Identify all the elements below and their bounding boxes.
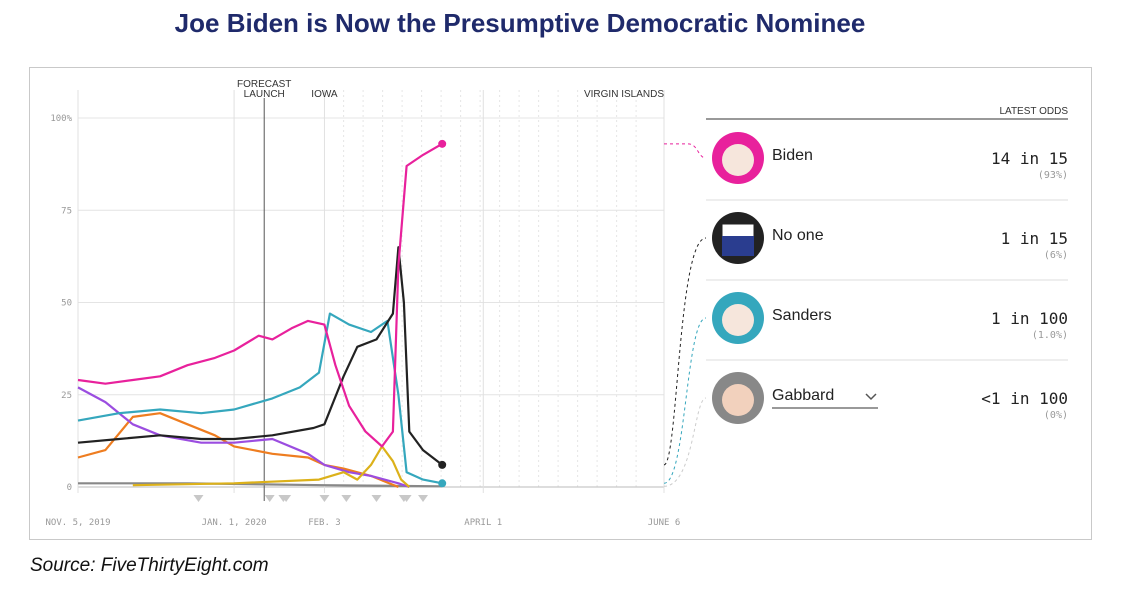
avatar-face: [722, 384, 754, 416]
chevron-down-icon[interactable]: [865, 393, 877, 401]
y-tick-label: 25: [61, 391, 72, 401]
candidate-name: Gabbard: [772, 387, 834, 404]
x-tick-label: JUNE 6: [648, 518, 681, 528]
primary-marker-icon: [418, 495, 429, 502]
series-line-bloomberg: [132, 445, 411, 488]
headline: Joe Biden is Now the Presumptive Democra…: [174, 8, 866, 38]
primary-marker-icon: [371, 495, 382, 502]
source-note: Source: FiveThirtyEight.com: [30, 555, 269, 576]
event-label: VIRGIN ISLANDS: [584, 89, 664, 100]
y-tick-label: 75: [61, 206, 72, 216]
avatar-face: [722, 144, 754, 176]
connector-no-one: [663, 237, 707, 466]
series-line-warren: [77, 386, 410, 489]
series-end-dot-sanders: [438, 479, 447, 488]
y-tick-label: 50: [61, 299, 72, 309]
forecast-panel: 100% 75 50 25 0 NOV. 5, 2019 JAN. 1, 2020 FEB. …: [29, 67, 1092, 540]
primary-marker-icon: [193, 495, 204, 502]
series-end-dot-biden: [438, 139, 447, 148]
latest-odds-label: LATEST ODDS: [999, 106, 1068, 117]
ballot-box-front: [722, 236, 754, 256]
connector-biden: [664, 143, 707, 159]
candidate-pct: (1.0%): [1032, 330, 1068, 341]
connector-gabbard: [663, 397, 707, 487]
primary-marker-icon: [264, 495, 275, 502]
candidate-pct: (93%): [1038, 170, 1068, 181]
primary-marker-icon: [401, 495, 412, 502]
series-line-no-one: [77, 246, 443, 466]
candidate-odds: 1 in 100: [991, 309, 1068, 328]
candidate-odds: 14 in 15: [991, 149, 1068, 168]
series-line-sanders: [77, 312, 443, 485]
avatar-face: [722, 304, 754, 336]
forecast-chart: 100% 75 50 25 0 NOV. 5, 2019 JAN. 1, 2020 FEB. …: [45, 79, 1068, 528]
primary-marker-icon: [341, 495, 352, 502]
candidate-pct: (6%): [1044, 250, 1068, 261]
primary-marker-icon: [319, 495, 330, 502]
series-end-dot-no-one: [438, 460, 447, 469]
candidate-name: Sanders: [772, 307, 832, 324]
x-tick-label: APRIL 1: [464, 518, 502, 528]
x-tick-label: JAN. 1, 2020: [202, 518, 267, 528]
event-label: IOWA: [311, 89, 338, 100]
candidate-odds: 1 in 15: [1001, 229, 1068, 248]
series-line-buttigieg: [77, 412, 399, 489]
candidate-name: Biden: [772, 147, 813, 164]
candidate-pct: (0%): [1044, 410, 1068, 421]
series-line-gabbard: [78, 482, 443, 488]
x-tick-label: NOV. 5, 2019: [45, 518, 110, 528]
y-tick-label: 0: [67, 483, 72, 493]
series-line-biden: [77, 142, 443, 448]
event-label: LAUNCH: [244, 89, 285, 100]
primary-marker-icon: [281, 495, 292, 502]
connector-sanders: [663, 317, 707, 484]
x-tick-label: FEB. 3: [308, 518, 341, 528]
y-tick-label: 100%: [50, 114, 72, 124]
event-label: FORECAST: [237, 79, 291, 90]
candidate-odds: <1 in 100: [981, 389, 1068, 408]
candidate-name: No one: [772, 227, 824, 244]
